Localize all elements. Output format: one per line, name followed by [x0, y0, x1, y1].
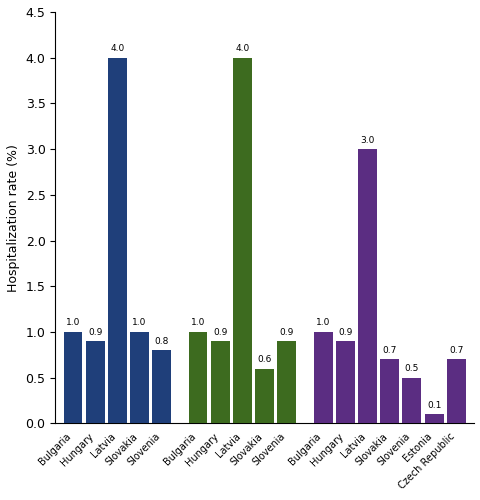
Text: 0.7: 0.7 — [448, 346, 463, 355]
Bar — [313, 332, 332, 424]
Text: 4.0: 4.0 — [110, 44, 124, 53]
Bar — [210, 341, 229, 423]
Bar — [402, 378, 420, 424]
Bar — [152, 350, 171, 424]
Text: 1.0: 1.0 — [132, 318, 146, 328]
Text: 0.1: 0.1 — [426, 401, 440, 410]
Bar — [424, 414, 443, 424]
Text: 4.0: 4.0 — [235, 44, 249, 53]
Bar — [335, 341, 354, 423]
Bar — [446, 360, 465, 424]
Text: 0.5: 0.5 — [404, 364, 418, 373]
Bar — [130, 332, 149, 424]
Text: 0.7: 0.7 — [382, 346, 396, 355]
Bar — [380, 360, 398, 424]
Text: 0.9: 0.9 — [279, 328, 293, 336]
Bar — [108, 58, 127, 424]
Text: 1.0: 1.0 — [191, 318, 205, 328]
Bar — [255, 368, 274, 424]
Y-axis label: Hospitalization rate (%): Hospitalization rate (%) — [7, 144, 20, 292]
Bar — [188, 332, 207, 424]
Bar — [232, 58, 252, 424]
Bar — [277, 341, 296, 423]
Bar — [85, 341, 104, 423]
Text: 0.9: 0.9 — [213, 328, 227, 336]
Text: 3.0: 3.0 — [360, 136, 374, 144]
Text: 0.6: 0.6 — [257, 355, 271, 364]
Bar — [357, 149, 376, 423]
Text: 1.0: 1.0 — [315, 318, 330, 328]
Text: 0.8: 0.8 — [154, 337, 168, 346]
Text: 1.0: 1.0 — [66, 318, 80, 328]
Text: 0.9: 0.9 — [337, 328, 352, 336]
Bar — [63, 332, 82, 424]
Text: 0.9: 0.9 — [88, 328, 102, 336]
